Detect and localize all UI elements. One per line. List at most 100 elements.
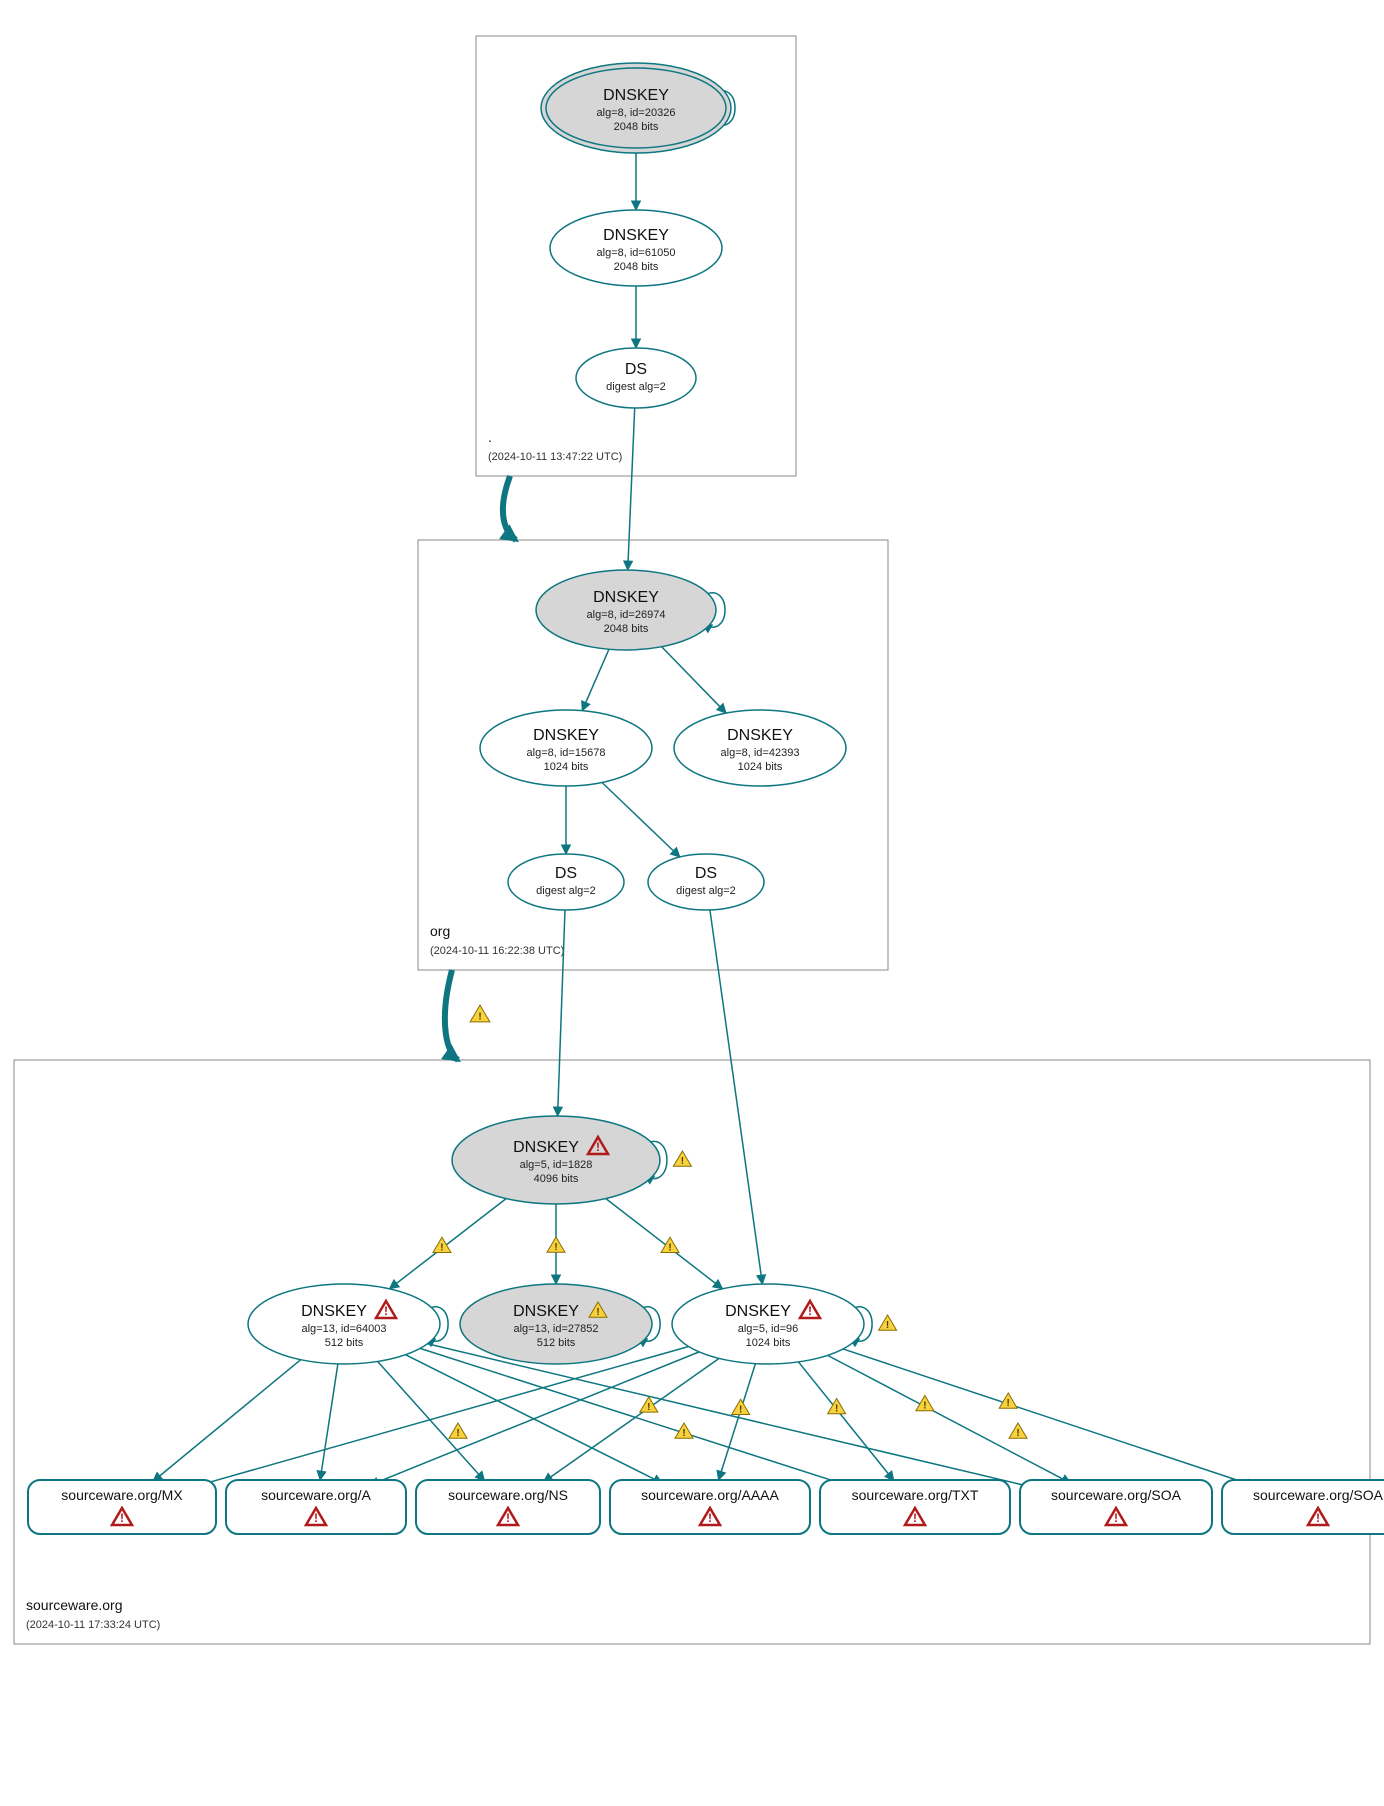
svg-text:!: ! xyxy=(596,1307,599,1318)
svg-text:!: ! xyxy=(1016,1428,1019,1439)
svg-text:!: ! xyxy=(506,1511,510,1525)
warning-icon: ! xyxy=(879,1315,897,1331)
svg-text:2048 bits: 2048 bits xyxy=(614,261,659,273)
svg-text:!: ! xyxy=(314,1511,318,1525)
svg-text:DNSKEY: DNSKEY xyxy=(513,1303,579,1320)
svg-text:!: ! xyxy=(835,1403,838,1414)
edge xyxy=(370,1352,700,1485)
edge xyxy=(662,647,726,713)
svg-text:sourceware.org/A: sourceware.org/A xyxy=(261,1487,371,1503)
svg-text:!: ! xyxy=(1114,1511,1118,1525)
warning-icon: ! xyxy=(433,1237,451,1253)
edge xyxy=(378,1361,485,1480)
node-rr-a: sourceware.org/A! xyxy=(226,1480,406,1534)
svg-text:alg=8, id=42393: alg=8, id=42393 xyxy=(721,747,800,759)
edge xyxy=(320,1364,338,1480)
svg-text:DNSKEY: DNSKEY xyxy=(513,1139,579,1156)
node-org-ksk: DNSKEY alg=8, id=26974 2048 bits xyxy=(536,570,716,650)
svg-text:!: ! xyxy=(668,1242,671,1253)
svg-text:!: ! xyxy=(120,1511,124,1525)
zone-sourceware: sourceware.org (2024-10-11 17:33:24 UTC) xyxy=(14,1060,1370,1644)
warning-icon: ! xyxy=(673,1151,691,1167)
svg-text:DNSKEY: DNSKEY xyxy=(603,227,669,244)
svg-text:2048 bits: 2048 bits xyxy=(614,121,659,133)
node-root-ds: DS digest alg=2 xyxy=(576,348,696,408)
svg-text:2048 bits: 2048 bits xyxy=(604,623,649,635)
svg-text:!: ! xyxy=(913,1511,917,1525)
svg-text:alg=8, id=15678: alg=8, id=15678 xyxy=(527,747,606,759)
edge xyxy=(843,1349,1256,1486)
node-rr-mx: sourceware.org/MX! xyxy=(28,1480,216,1534)
svg-text:sourceware.org/MX: sourceware.org/MX xyxy=(61,1487,183,1503)
svg-text:512 bits: 512 bits xyxy=(537,1337,576,1349)
svg-text:!: ! xyxy=(554,1242,557,1253)
svg-text:!: ! xyxy=(923,1401,926,1412)
svg-text:DS: DS xyxy=(625,361,647,378)
node-rr-ns: sourceware.org/NS! xyxy=(416,1480,600,1534)
warning-icon: ! xyxy=(1009,1423,1027,1439)
svg-text:alg=5, id=1828: alg=5, id=1828 xyxy=(520,1159,593,1171)
edge xyxy=(390,1199,507,1289)
svg-text:sourceware.org/TXT: sourceware.org/TXT xyxy=(852,1487,979,1503)
svg-text:4096 bits: 4096 bits xyxy=(534,1173,579,1185)
svg-text:!: ! xyxy=(596,1140,600,1154)
node-org-ds2: DS digest alg=2 xyxy=(648,854,764,910)
svg-text:(2024-10-11 16:22:38 UTC): (2024-10-11 16:22:38 UTC) xyxy=(430,945,564,957)
svg-text:digest alg=2: digest alg=2 xyxy=(536,885,596,897)
node-rr-aaaa: sourceware.org/AAAA! xyxy=(610,1480,810,1534)
svg-text:sourceware.org/AAAA: sourceware.org/AAAA xyxy=(641,1487,779,1503)
node-org-ds1: DS digest alg=2 xyxy=(508,854,624,910)
svg-text:DNSKEY: DNSKEY xyxy=(603,87,669,104)
warning-icon: ! xyxy=(547,1237,565,1253)
svg-text:1024 bits: 1024 bits xyxy=(738,761,783,773)
svg-text:DNSKEY: DNSKEY xyxy=(301,1303,367,1320)
svg-text:sourceware.org: sourceware.org xyxy=(26,1597,123,1613)
node-org-zsk1: DNSKEY alg=8, id=15678 1024 bits xyxy=(480,710,652,786)
node-root-ksk: DNSKEYalg=8, id=203262048 bits xyxy=(541,63,731,153)
svg-text:(2024-10-11 13:47:22 UTC): (2024-10-11 13:47:22 UTC) xyxy=(488,451,622,463)
warning-icon: ! xyxy=(661,1237,679,1253)
svg-text:DNSKEY: DNSKEY xyxy=(593,589,659,606)
svg-text:!: ! xyxy=(440,1242,443,1253)
svg-text:alg=8, id=26974: alg=8, id=26974 xyxy=(587,609,666,621)
svg-text:.: . xyxy=(488,429,492,445)
svg-text:digest alg=2: digest alg=2 xyxy=(606,381,666,393)
svg-text:(2024-10-11 17:33:24 UTC): (2024-10-11 17:33:24 UTC) xyxy=(26,1619,160,1631)
svg-text:!: ! xyxy=(682,1428,685,1439)
svg-text:!: ! xyxy=(739,1404,742,1415)
warning-icon: ! xyxy=(999,1393,1017,1409)
svg-text:!: ! xyxy=(456,1428,459,1439)
svg-text:!: ! xyxy=(681,1156,684,1167)
svg-text:DS: DS xyxy=(555,865,577,882)
svg-text:DNSKEY: DNSKEY xyxy=(725,1303,791,1320)
edge xyxy=(189,1346,689,1488)
svg-text:512 bits: 512 bits xyxy=(325,1337,364,1349)
zone-arrow xyxy=(503,476,516,540)
edge xyxy=(719,1364,756,1480)
node-sw-k1: DNSKEY!alg=13, id=64003512 bits xyxy=(248,1284,440,1364)
svg-text:alg=13, id=64003: alg=13, id=64003 xyxy=(301,1323,386,1335)
node-org-zsk2: DNSKEY alg=8, id=42393 1024 bits xyxy=(674,710,846,786)
edge xyxy=(798,1362,893,1481)
svg-text:DNSKEY: DNSKEY xyxy=(727,727,793,744)
svg-text:digest alg=2: digest alg=2 xyxy=(676,885,736,897)
edge xyxy=(427,1344,1042,1490)
svg-text:!: ! xyxy=(886,1320,889,1331)
edge xyxy=(628,408,635,570)
svg-text:alg=13, id=27852: alg=13, id=27852 xyxy=(513,1323,598,1335)
edge xyxy=(710,910,762,1284)
svg-text:DS: DS xyxy=(695,865,717,882)
svg-text:DNSKEY: DNSKEY xyxy=(533,727,599,744)
svg-text:sourceware.org/NS: sourceware.org/NS xyxy=(448,1487,568,1503)
node-sw-ksk: DNSKEY!alg=5, id=1828 4096 bits xyxy=(452,1116,660,1204)
dnssec-diagram: .(2024-10-11 13:47:22 UTC)org(2024-10-11… xyxy=(0,0,1384,1806)
svg-text:!: ! xyxy=(478,1011,481,1022)
svg-text:!: ! xyxy=(647,1402,650,1413)
svg-text:alg=8, id=61050: alg=8, id=61050 xyxy=(597,247,676,259)
svg-text:alg=5, id=96: alg=5, id=96 xyxy=(738,1323,799,1335)
node-rr-soa1: sourceware.org/SOA! xyxy=(1020,1480,1212,1534)
edge xyxy=(558,910,565,1116)
node-root-zsk: DNSKEY alg=8, id=61050 2048 bits xyxy=(550,210,722,286)
svg-text:1024 bits: 1024 bits xyxy=(544,761,589,773)
warning-icon: ! xyxy=(470,1005,490,1022)
